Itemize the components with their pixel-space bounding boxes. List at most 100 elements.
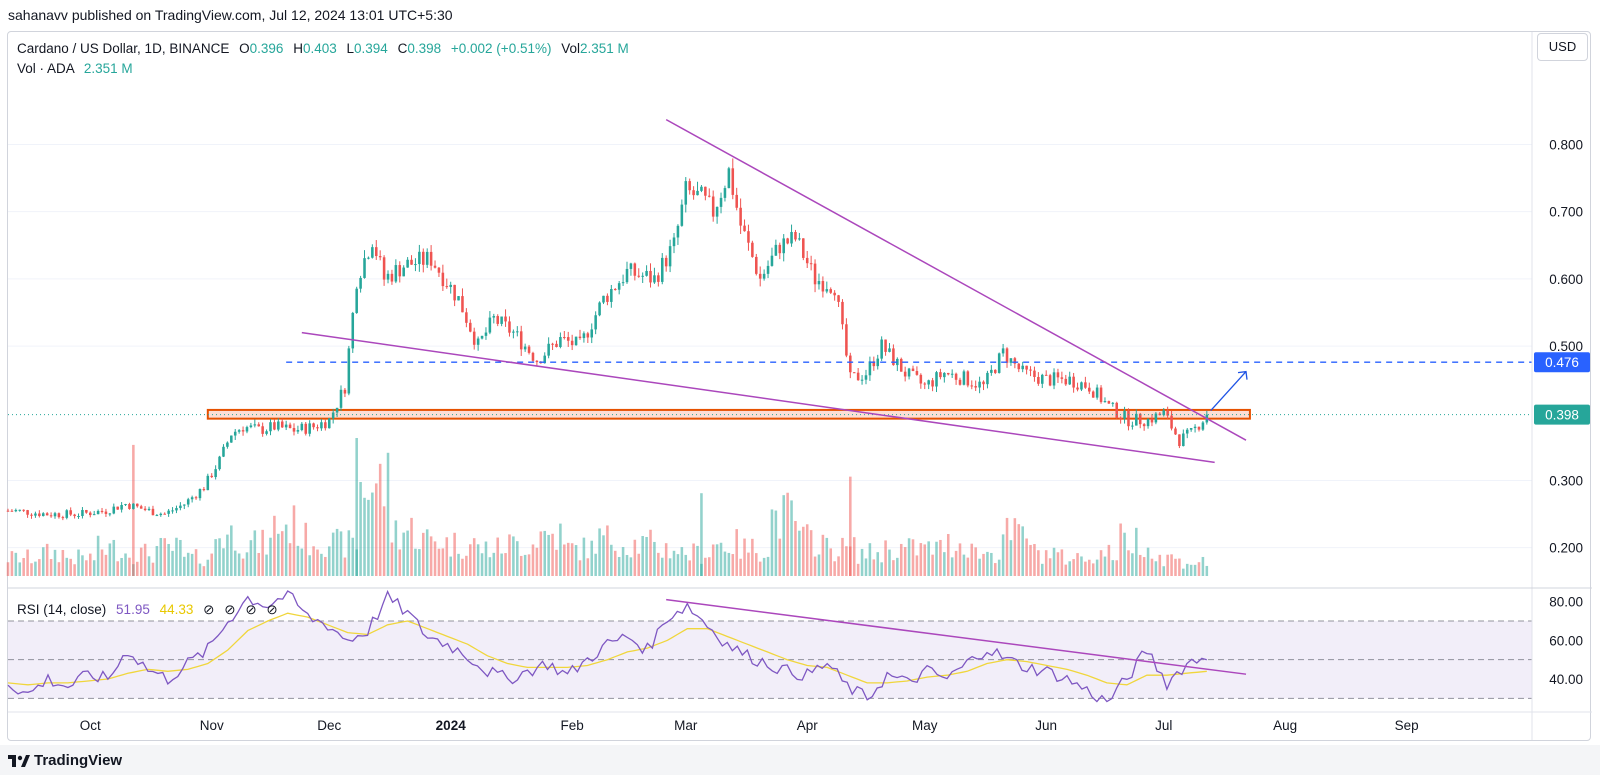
volume-bar	[300, 548, 304, 576]
volume-bar	[57, 562, 61, 576]
volume-bar	[527, 554, 531, 576]
candle-body	[543, 355, 547, 364]
volume-bar	[132, 444, 135, 576]
eye-off-icon[interactable]: ⊘	[245, 602, 257, 617]
candle-body	[950, 373, 954, 375]
candle-body	[26, 510, 29, 515]
time-tick-label: Dec	[317, 718, 341, 733]
candle-body	[1127, 410, 1130, 427]
candle-body	[304, 423, 308, 434]
volume-bar	[606, 525, 609, 576]
volume-bar	[226, 534, 229, 576]
volume-bar	[77, 549, 80, 576]
volume-row-label[interactable]: Vol · ADA	[17, 61, 75, 76]
candle-body	[163, 513, 166, 515]
price-tick-label: 0.500	[1549, 339, 1583, 354]
volume-bar	[668, 558, 672, 576]
volume-bar	[519, 555, 523, 576]
volume-bar	[367, 499, 370, 576]
candle-body	[1189, 428, 1193, 430]
volume-bar	[441, 548, 445, 576]
currency-button[interactable]: USD	[1537, 33, 1588, 61]
rsi-ma-value: 44.33	[159, 602, 194, 617]
symbol-title[interactable]: Cardano / US Dollar, 1D, BINANCE	[17, 41, 230, 56]
candle-body	[1162, 410, 1166, 416]
volume-bar	[688, 560, 691, 576]
volume-bar	[856, 563, 860, 576]
candle-body	[770, 255, 774, 266]
volume-bar	[308, 555, 311, 576]
candle-body	[899, 358, 903, 372]
candle-body	[911, 368, 915, 372]
candle-body	[990, 369, 993, 373]
volume-bar	[347, 530, 351, 576]
volume-bar	[124, 553, 127, 576]
eye-off-icon[interactable]: ⊘	[266, 602, 278, 617]
volume-bar	[594, 553, 597, 576]
volume-bar	[629, 557, 633, 576]
candle-body	[970, 385, 974, 387]
candle-body	[18, 509, 22, 511]
tradingview-logo[interactable]: TradingView	[8, 752, 122, 769]
candle-body	[241, 430, 245, 432]
candle-body	[849, 355, 852, 373]
candle-body	[469, 322, 472, 332]
candle-body	[1107, 401, 1111, 404]
candle-body	[1084, 382, 1087, 388]
candle-body	[915, 371, 919, 375]
volume-bar	[1135, 527, 1138, 576]
candle-body	[230, 435, 233, 443]
volume-value: 2.351 M	[580, 41, 629, 56]
candle-body	[61, 517, 65, 519]
volume-bar	[190, 553, 194, 576]
candle-body	[73, 514, 76, 517]
time-tick-label: Nov	[200, 718, 224, 733]
candle-body	[1146, 418, 1150, 427]
volume-bar	[582, 537, 586, 576]
close-value: 0.398	[407, 41, 442, 56]
volume-bar	[398, 549, 402, 576]
volume-bar	[1037, 550, 1040, 576]
volume-bar	[1158, 554, 1162, 576]
rsi-trendline	[666, 598, 1247, 675]
candle-body	[747, 231, 750, 243]
volume-bar	[155, 546, 159, 576]
candle-body	[719, 197, 723, 207]
eye-off-icon[interactable]: ⊘	[224, 602, 236, 617]
candle-body	[927, 380, 930, 385]
volume-bar	[1123, 532, 1126, 576]
chart-canvas[interactable]: 0.800 0.700 0.600 0.500 0.300 0.200 Oct Nov Dec 2…	[0, 0, 1600, 745]
volume-bar	[457, 553, 460, 576]
time-tick-label: May	[912, 718, 938, 733]
candle-body	[598, 302, 601, 316]
candle-body	[708, 195, 711, 197]
rsi-title[interactable]: RSI (14, close)	[17, 602, 107, 617]
candle-body	[22, 509, 25, 511]
candle-body	[1025, 365, 1028, 370]
candle-body	[986, 372, 989, 385]
volume-bar	[809, 530, 813, 576]
candle-body	[85, 510, 88, 513]
volume-bar	[539, 531, 543, 576]
time-tick-label: Apr	[797, 718, 819, 733]
candle-body	[735, 194, 738, 208]
volume-bar	[469, 544, 472, 576]
volume-bar	[876, 552, 880, 576]
candle-body	[57, 513, 61, 518]
volume-bar	[508, 534, 511, 576]
volume-bar	[751, 538, 754, 576]
volume-bar	[147, 556, 151, 576]
volume-bar	[65, 557, 69, 576]
volume-bar	[269, 537, 272, 576]
candle-body	[578, 336, 582, 339]
volume-bar	[516, 541, 519, 576]
candle-body	[81, 510, 84, 517]
volume-bar	[653, 541, 656, 576]
volume-bar	[1193, 564, 1197, 576]
volume-bar	[151, 562, 155, 576]
open-label: O	[239, 41, 250, 56]
eye-off-icon[interactable]: ⊘	[203, 602, 215, 617]
candle-body	[590, 329, 594, 338]
volume-bar	[406, 530, 409, 576]
volume-bar	[183, 556, 186, 576]
